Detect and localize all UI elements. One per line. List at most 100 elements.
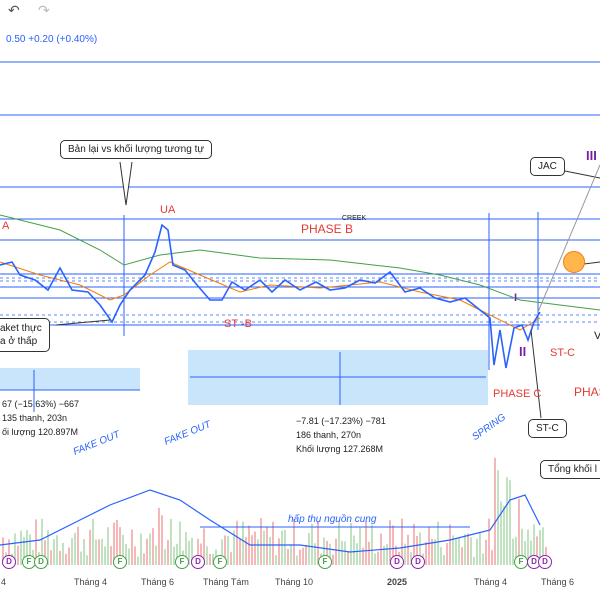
total-volume-annotation[interactable]: Tổng khối l [540,460,600,479]
dividend-badge[interactable]: D [2,555,16,569]
redo-icon[interactable]: ↷ [38,2,50,18]
volume-bar [233,530,235,565]
volume-bar [209,553,211,565]
volume-bar [290,544,292,565]
volume-bar [47,530,49,565]
st-c-annotation[interactable]: ST-C [528,419,567,438]
volume-bar [440,547,442,565]
volume-bar [344,541,346,565]
baket-annotation[interactable]: aket thực a ở thấp [0,318,50,352]
volume-bar [239,538,241,565]
volume-bar [170,518,172,565]
volume-bar [227,535,229,565]
volume-bar [377,551,379,565]
volume-bar [287,548,289,565]
volume-bar [146,538,148,565]
volume-bar [2,537,4,565]
volume-bar [335,538,337,565]
volume-bar [116,519,118,565]
marker-circle[interactable] [563,251,585,273]
dividend-badge[interactable]: D [191,555,205,569]
volume-bar [485,539,487,565]
x-tick: Tháng Tám [203,577,249,587]
phase-b-label: PHASE B [301,222,354,236]
price-lines [0,214,600,369]
volume-bar [272,521,274,565]
volume-bar [275,554,277,565]
volume-bar [143,553,145,565]
volume-bar [134,546,136,565]
dividend-badge[interactable]: D [390,555,404,569]
volume-bar [404,543,406,565]
volume-bar [80,551,82,565]
retest-arrow [119,161,133,206]
volume-bar [509,480,511,565]
retest-annotation[interactable]: Bản lại vs khối lượng tương tự [60,140,213,159]
volume-bar [29,534,31,565]
volume-bar [506,477,508,565]
financials-badge[interactable]: F [318,555,332,569]
volume-bar [326,540,328,565]
volume-bar [458,537,460,565]
volume-bar [353,535,355,565]
volume-bar [356,543,358,565]
volume-bar [137,556,139,565]
volume-bar [428,526,430,565]
financials-badge[interactable]: F [514,555,528,569]
financials-badge[interactable]: F [175,555,189,569]
volume-bar [86,555,88,565]
volume-bar [302,547,304,565]
volume-bar [332,554,334,565]
volume-bars [0,457,547,565]
volume-bar [20,530,22,565]
volume-bar [167,540,169,565]
stat-left-3: ối lượng 120.897M [2,427,78,437]
volume-bar [206,546,208,565]
volume-bar [164,549,166,565]
x-tick: Tháng 4 [474,577,508,587]
volume-bar [338,520,340,565]
volume-bar [281,530,283,565]
dividend-badge[interactable]: D [411,555,425,569]
volume-bar [230,552,232,565]
volume-bar [461,547,463,565]
volume-bar [536,536,538,565]
volume-bar [305,544,307,565]
volume-bar [26,530,28,565]
volume-bar [23,537,25,565]
volume-bar [92,518,94,565]
volume-bar [530,540,532,565]
volume-bar [323,537,325,565]
financials-badge[interactable]: F [213,555,227,569]
volume-bar [140,533,142,565]
phas-label: PHAS [574,385,600,399]
volume-bar [443,554,445,565]
volume-bar [383,545,385,565]
volume-bar [386,544,388,565]
volume-bar [299,549,301,565]
undo-icon[interactable]: ↶ [8,2,20,18]
baket-arrow [55,319,111,326]
volume-bar [125,544,127,565]
volume-bar [368,541,370,565]
financials-badge[interactable]: D [34,555,48,569]
financials-badge[interactable]: F [113,555,127,569]
volume-bar [242,521,244,565]
volume-bar [518,498,520,565]
volume-bar [533,524,535,565]
volume-bar [14,533,16,565]
volume-bar [74,532,76,565]
volume-bar [8,539,10,565]
jac-annotation[interactable]: JAC [530,157,565,176]
stat-mid-2: 186 thanh, 270n [296,430,362,440]
volume-bar [392,525,394,565]
volume-bar [542,527,544,565]
volume-bar [374,553,376,565]
ma-orange-line [0,261,541,331]
volume-bar [317,521,319,565]
baket-line-1: aket thực [0,323,42,334]
measure-zone-left [0,368,140,390]
volume-bar [488,518,490,565]
dividend-badge[interactable]: D [538,555,552,569]
